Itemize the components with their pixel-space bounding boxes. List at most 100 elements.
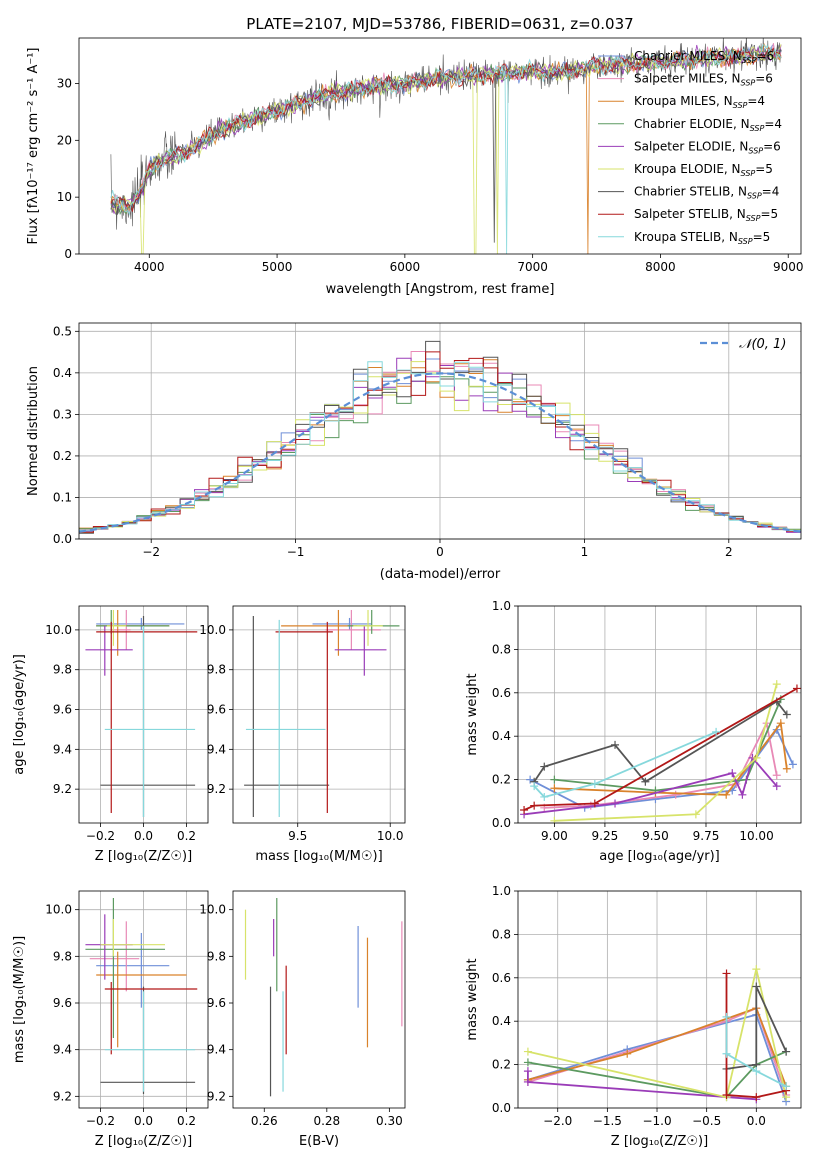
legend-entry: Chabrier ELODIE, NSSP=4 — [634, 117, 782, 133]
weight-point-marker — [722, 1090, 731, 1099]
y-tick-label: 0.8 — [492, 927, 511, 941]
y-tick-label: 9.8 — [53, 949, 72, 963]
weight-series-line — [533, 700, 788, 783]
weight-point-marker — [772, 782, 781, 791]
plot-area — [244, 609, 400, 818]
weight-point-marker — [520, 805, 529, 814]
weight-point-marker — [623, 1049, 632, 1058]
weight-point-marker — [550, 816, 559, 823]
x-tick-label: 4000 — [134, 260, 165, 274]
figure-title: PLATE=2107, MJD=53786, FIBERID=0631, z=0… — [246, 15, 633, 33]
x-tick-label: −0.2 — [86, 829, 115, 843]
x-tick-label: 0.0 — [134, 829, 153, 843]
weight-point-marker — [523, 1067, 532, 1076]
weight-point-marker — [722, 790, 731, 799]
axes-frame — [78, 605, 209, 824]
axes-frame — [232, 890, 406, 1109]
weight-point-marker — [782, 1082, 791, 1091]
weight-point-marker — [722, 1012, 731, 1021]
weight-series-line — [527, 1050, 787, 1099]
weight-point-marker — [752, 1067, 761, 1076]
weight-series-line — [554, 698, 782, 792]
x-tick-label: 9.75 — [693, 829, 720, 843]
x-axis-label: E(B-V) — [299, 1134, 339, 1149]
x-tick-label: −0.5 — [692, 1114, 721, 1128]
x-tick-label: 5000 — [262, 260, 293, 274]
y-tick-label: 0.0 — [492, 1101, 511, 1115]
y-axis-label: mass weight — [465, 958, 480, 1040]
y-tick-label: 0.5 — [53, 324, 72, 338]
x-tick-label: 9000 — [773, 260, 804, 274]
weight-point-marker — [738, 790, 747, 799]
x-tick-label: 9.00 — [541, 829, 568, 843]
x-tick-label: −0.2 — [86, 1114, 115, 1128]
x-tick-label: 7000 — [517, 260, 548, 274]
plot-area — [523, 965, 791, 1106]
y-tick-label: 10.0 — [199, 903, 226, 917]
y-axis-label: mass [log₁₀(M/M☉)] — [12, 936, 27, 1063]
x-tick-label: 9.5 — [288, 829, 307, 843]
weight-series-line — [554, 683, 778, 822]
weight-vs-age-panel: 9.00 9.25 9.50 9.75 10.00 0.0 0.2 0.4 0.6 0.8 1.0 a… — [465, 599, 802, 864]
weight-series-line — [544, 720, 778, 809]
y-tick-label: 0.4 — [53, 366, 72, 380]
y-tick-label: 9.4 — [207, 742, 226, 756]
weight-point-marker — [523, 1047, 532, 1056]
x-tick-label: 8000 — [645, 260, 676, 274]
spectrum-legend: Chabrier MILES, NSSP=6 Salpeter MILES, NS… — [598, 49, 782, 246]
y-axis-label: Normed distribution — [26, 366, 41, 496]
age-vs-mass-panel: 9.5 10.0 9.2 9.4 9.6 9.8 10.0 mass [log₁₀(M/M☉)… — [199, 605, 406, 864]
y-tick-label: 0.6 — [492, 686, 511, 700]
weight-point-marker — [722, 969, 731, 978]
y-tick-label: 10.0 — [45, 623, 72, 637]
axes-frame — [517, 605, 802, 824]
y-tick-label: 9.6 — [53, 996, 72, 1010]
y-tick-label: 10.0 — [199, 623, 226, 637]
x-tick-label: 9.25 — [592, 829, 619, 843]
x-axis-label: mass [log₁₀(M/M☉)] — [255, 849, 382, 864]
residuals-panel: −2 −1 0 1 2 0.0 0.1 0.2 0.3 0.4 0.5 (data-model)/er… — [26, 322, 802, 582]
y-tick-label: 0.1 — [53, 490, 72, 504]
weight-point-marker — [772, 771, 781, 780]
x-axis-label: wavelength [Angstrom, rest frame] — [326, 282, 555, 297]
model-spectrum-line — [110, 44, 782, 254]
normal-distribution-curve — [79, 372, 801, 533]
x-tick-label: −2 — [142, 545, 160, 559]
x-tick-label: 10.0 — [377, 829, 404, 843]
legend-entry: Salpeter STELIB, NSSP=5 — [634, 207, 778, 223]
y-tick-label: 9.2 — [53, 1089, 72, 1103]
y-tick-label: 0.0 — [53, 532, 72, 546]
weight-series-line — [725, 1016, 787, 1088]
plot-area — [85, 898, 198, 1094]
x-axis-label: Z [log₁₀(Z/Z☉)] — [95, 849, 192, 864]
y-tick-label: 20 — [57, 133, 72, 147]
spectrum-panel: 4000 5000 6000 7000 8000 9000 0 10 20 30 wavelengt… — [26, 37, 804, 297]
y-tick-label: 9.2 — [53, 782, 72, 796]
weight-point-marker — [530, 801, 539, 810]
weight-series-line — [726, 986, 787, 1070]
y-tick-label: 9.8 — [207, 663, 226, 677]
weight-point-marker — [540, 792, 549, 801]
y-tick-label: 0.4 — [492, 729, 511, 743]
plot-area — [520, 680, 801, 823]
residual-histogram-line — [79, 351, 801, 533]
y-tick-label: 9.2 — [207, 1089, 226, 1103]
weight-series-line — [527, 968, 787, 1099]
x-tick-label: 0.26 — [251, 1114, 278, 1128]
y-tick-label: 10 — [57, 190, 72, 204]
weight-series-line — [533, 731, 717, 799]
axes-frame — [78, 37, 802, 255]
weight-point-marker — [752, 1093, 761, 1102]
y-tick-label: 10.0 — [45, 903, 72, 917]
y-tick-label: 0.2 — [53, 449, 72, 463]
legend-entry: Kroupa STELIB, NSSP=5 — [634, 230, 770, 246]
weight-point-marker — [611, 799, 620, 808]
y-tick-label: 0.4 — [492, 1014, 511, 1028]
axes-frame — [78, 322, 802, 540]
x-tick-label: 1 — [581, 545, 589, 559]
weight-series-line — [527, 1071, 757, 1101]
x-tick-label: 9.50 — [642, 829, 669, 843]
x-tick-label: 0.30 — [376, 1114, 403, 1128]
weight-series-line — [523, 687, 798, 811]
y-axis-label: age [log₁₀(age/yr)] — [12, 654, 27, 775]
